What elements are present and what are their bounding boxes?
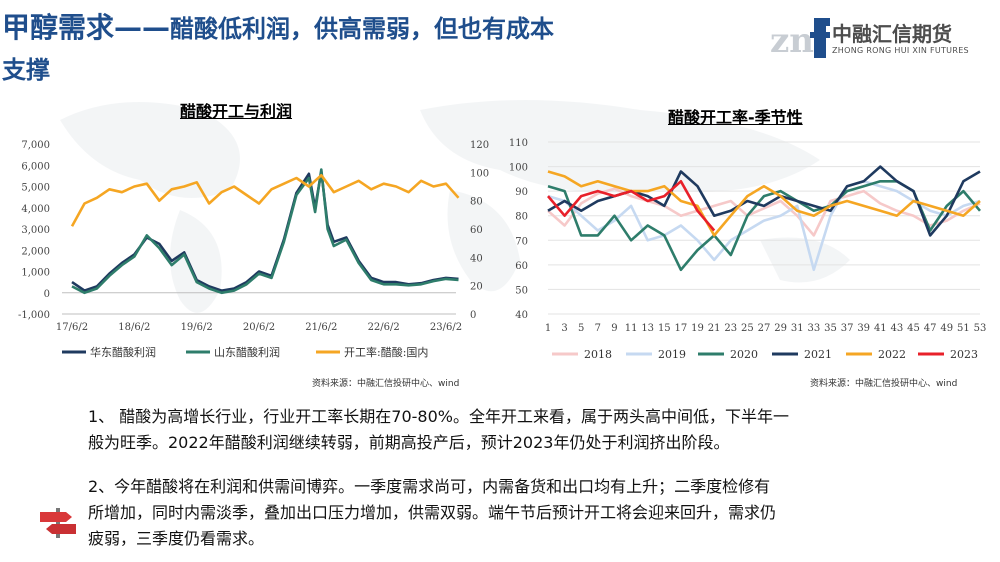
y-tick-label: 80 bbox=[515, 212, 528, 223]
series-line-2019 bbox=[547, 180, 981, 272]
y-left-tick-label: 5,000 bbox=[21, 183, 50, 194]
x-tick-label: 20/6/2 bbox=[243, 322, 275, 333]
x-tick-label: 27 bbox=[758, 323, 771, 334]
x-tick-label: 17 bbox=[675, 323, 688, 334]
y-right-tick-label: 0 bbox=[470, 310, 476, 321]
x-tick-label: 39 bbox=[857, 323, 870, 334]
x-tick-label: 7 bbox=[595, 323, 601, 334]
y-tick-label: 110 bbox=[509, 138, 528, 149]
series-line-2023 bbox=[547, 180, 716, 232]
legend-label: 开工率:醋酸:国内 bbox=[344, 345, 428, 359]
world-map-background bbox=[60, 100, 850, 313]
title-sub: 醋酸低利润，供高需弱，但也有成本 bbox=[170, 15, 555, 43]
x-tick-label: 29 bbox=[774, 323, 787, 334]
paragraph-1: 1、 醋酸为高增长行业，行业开工率长期在70-80%。全年开工来看，属于两头高中… bbox=[88, 404, 948, 456]
x-tick-label: 1 bbox=[545, 323, 551, 334]
title-main: 甲醇需求—— bbox=[2, 11, 171, 44]
left-chart-source: 资料来源：中融汇信投研中心、wind bbox=[312, 379, 460, 389]
legend-label: 2022 bbox=[878, 348, 906, 361]
x-tick-label: 23/6/2 bbox=[430, 322, 462, 333]
y-right-tick-label: 120 bbox=[470, 140, 489, 151]
x-tick-label: 23 bbox=[724, 323, 737, 334]
y-left-tick-label: 6,000 bbox=[21, 161, 50, 172]
y-right-tick-label: 80 bbox=[470, 197, 483, 208]
logo-mark-icon: zn bbox=[770, 18, 830, 61]
x-tick-label: 25 bbox=[741, 323, 754, 334]
y-left-tick-label: 7,000 bbox=[21, 140, 50, 151]
paragraph-1-line-1: 1、 醋酸为高增长行业，行业开工率长期在70-80%。全年开工来看，属于两头高中… bbox=[88, 407, 789, 426]
x-tick-label: 18/6/2 bbox=[118, 322, 150, 333]
y-right-tick-label: 40 bbox=[470, 253, 483, 264]
x-tick-label: 31 bbox=[791, 323, 804, 334]
x-tick-label: 19/6/2 bbox=[181, 322, 213, 333]
x-tick-label: 45 bbox=[907, 323, 920, 334]
left-chart-title: 醋酸开工与利润 bbox=[180, 102, 293, 121]
x-tick-label: 17/6/2 bbox=[56, 322, 88, 333]
y-tick-label: 100 bbox=[509, 163, 528, 174]
x-tick-label: 9 bbox=[611, 323, 617, 334]
title-line2: 支撑 bbox=[2, 56, 50, 84]
y-right-tick-label: 60 bbox=[470, 225, 483, 236]
y-tick-label: 40 bbox=[515, 310, 528, 321]
x-tick-label: 49 bbox=[940, 323, 953, 334]
company-logo: zn 中融汇信期货 ZHONG RONG HUI XIN FUTURES bbox=[770, 14, 970, 64]
logo-cn: 中融汇信期货 bbox=[832, 22, 952, 46]
series-line-开工率:醋酸:国内 bbox=[70, 173, 460, 227]
right-chart-title: 醋酸开工率-季节性 bbox=[668, 108, 803, 127]
y-tick-label: 60 bbox=[515, 261, 528, 272]
y-left-tick-label: 2,000 bbox=[21, 246, 50, 257]
x-tick-label: 15 bbox=[658, 323, 671, 334]
series-line-山东醋酸利润 bbox=[71, 168, 459, 295]
svg-text:zn: zn bbox=[770, 21, 814, 61]
x-tick-label: 3 bbox=[561, 323, 567, 334]
y-left-tick-label: 1,000 bbox=[21, 268, 50, 279]
y-right-tick-label: 20 bbox=[470, 282, 483, 293]
x-tick-label: 22/6/2 bbox=[368, 322, 400, 333]
legend-label: 2023 bbox=[950, 348, 978, 361]
legend-label: 2020 bbox=[730, 348, 758, 361]
y-left-tick-label: 4,000 bbox=[21, 204, 50, 215]
x-tick-label: 13 bbox=[641, 323, 654, 334]
x-tick-label: 47 bbox=[924, 323, 937, 334]
paragraph-1-line-2: 般为旺季。2022年醋酸利润继续转弱，前期高投产后，预计2023年仍处于利润挤出… bbox=[88, 433, 730, 452]
paragraph-2-line-3: 疲弱，三季度仍看需求。 bbox=[88, 529, 265, 548]
page-title: 甲醇需求——醋酸低利润，供高需弱，但也有成本 支撑 bbox=[2, 8, 722, 90]
paragraph-2: 2、今年醋酸将在利润和供需间博弈。一季度需求尚可，内需备货和出口均有上升；二季度… bbox=[88, 474, 948, 552]
x-tick-label: 33 bbox=[807, 323, 820, 334]
x-tick-label: 35 bbox=[824, 323, 837, 334]
left-chart: 7,000 6,000 5,000 4,000 3,000 2,000 1,000 0 -1,0… bbox=[18, 140, 489, 359]
legend-label: 2019 bbox=[658, 348, 686, 361]
x-tick-label: 51 bbox=[957, 323, 970, 334]
y-left-tick-label: -1,000 bbox=[18, 310, 50, 321]
legend-label: 2018 bbox=[584, 348, 612, 361]
x-tick-label: 37 bbox=[841, 323, 854, 334]
x-tick-label: 53 bbox=[974, 323, 987, 334]
x-tick-label: 19 bbox=[691, 323, 704, 334]
y-tick-label: 90 bbox=[515, 187, 528, 198]
y-tick-label: 70 bbox=[515, 236, 528, 247]
paragraph-2-line-2: 所增加，同时内需淡季，叠加出口压力增加，供需双弱。端午节后预计开工将会迎来回升，… bbox=[88, 503, 777, 522]
series-line-2018 bbox=[547, 187, 981, 237]
legend-label: 华东醋酸利润 bbox=[90, 345, 156, 359]
paragraph-2-line-1: 2、今年醋酸将在利润和供需间博弈。一季度需求尚可，内需备货和出口均有上升；二季度… bbox=[88, 477, 771, 496]
y-tick-label: 50 bbox=[515, 285, 528, 296]
y-left-tick-label: 3,000 bbox=[21, 225, 50, 236]
x-tick-label: 11 bbox=[625, 323, 638, 334]
logo-en: ZHONG RONG HUI XIN FUTURES bbox=[832, 46, 969, 55]
x-tick-label: 5 bbox=[578, 323, 584, 334]
x-tick-label: 21 bbox=[708, 323, 721, 334]
x-tick-label: 21/6/2 bbox=[305, 322, 337, 333]
x-tick-label: 43 bbox=[891, 323, 904, 334]
y-right-tick-label: 100 bbox=[470, 168, 489, 179]
x-tick-label: 41 bbox=[874, 323, 887, 334]
y-left-tick-label: 0 bbox=[44, 289, 50, 300]
legend-label: 2021 bbox=[804, 348, 832, 361]
series-line-2022 bbox=[547, 170, 981, 237]
signpost-icon bbox=[40, 508, 76, 538]
legend-label: 山东醋酸利润 bbox=[214, 345, 280, 359]
right-chart-source: 资料来源：中融汇信投研中心、wind bbox=[810, 379, 958, 389]
